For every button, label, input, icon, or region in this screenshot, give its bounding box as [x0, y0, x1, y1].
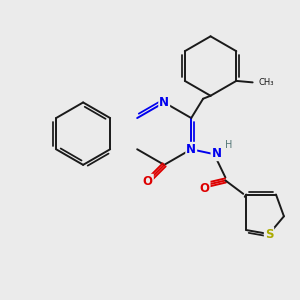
Text: O: O	[143, 175, 153, 188]
Text: N: N	[159, 96, 169, 109]
Text: O: O	[200, 182, 210, 195]
Text: N: N	[186, 143, 196, 156]
Text: N: N	[212, 147, 221, 160]
Text: H: H	[225, 140, 233, 150]
Text: CH₃: CH₃	[259, 78, 274, 87]
Text: S: S	[265, 228, 273, 241]
